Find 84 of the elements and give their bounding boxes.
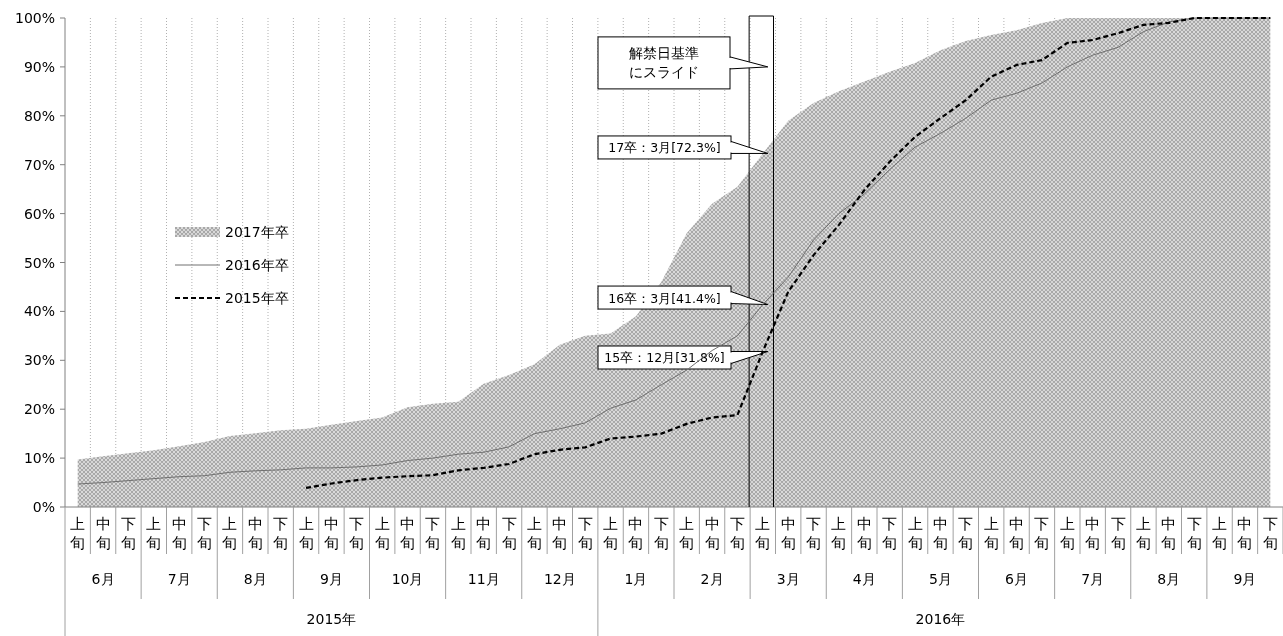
text: 10月 [391,571,424,587]
x-tick-label: 下旬 [882,515,898,552]
x-tick-label: 中旬 [856,515,872,552]
x-tick-label: 中旬 [1161,515,1177,552]
x-tick-label: 中旬 [932,515,948,552]
y-tick-label: 80% [23,107,55,124]
text: 6月 [91,571,115,587]
y-tick-label: 0% [32,499,55,515]
x-tick-label: 下旬 [349,515,365,552]
text: 4月 [852,571,876,587]
text: 8月 [243,571,267,587]
x-tick-label: 中旬 [704,515,720,552]
text: 1月 [624,571,648,587]
x-tick-label: 中旬 [628,515,644,552]
x-tick-label: 下旬 [653,515,669,552]
legend-label: 2017年卒 [225,224,289,240]
annotation: 16卒：3月[41.4%] [608,290,721,306]
y-tick-label: 90% [23,58,55,75]
x-tick-label: 下旬 [425,515,441,552]
text: 11月 [467,571,500,587]
y-tick-label: 50% [23,254,55,271]
x-tick-label: 下旬 [197,515,213,552]
x-tick-label: 上旬 [526,515,542,552]
annotation: 15卒：12月[31.8%] [604,350,725,366]
annotation: 17卒：3月[72.3%] [608,140,721,156]
x-tick-label: 上旬 [907,515,923,552]
text: 2月 [700,571,724,587]
y-tick-label: 10% [23,450,55,467]
x-tick-label: 下旬 [958,515,974,552]
x-tick-label: 上旬 [450,515,466,552]
legend-label: 2016年卒 [225,257,289,273]
y-tick-label: 20% [23,401,55,418]
text: 6月 [1005,571,1029,587]
text: 12月 [543,571,576,587]
y-tick-label: 70% [23,156,55,173]
x-tick-label: 中旬 [95,515,111,552]
x-tick-label: 上旬 [1135,515,1151,552]
x-tick-label: 中旬 [476,515,492,552]
x-tick-label: 中旬 [1237,515,1253,552]
x-tick-label: 中旬 [323,515,339,552]
text: 2015年 [306,611,357,627]
text: 7月 [1081,571,1105,587]
y-tick-label: 100% [14,10,55,26]
x-tick-label: 上旬 [222,515,238,552]
y-tick-label: 40% [23,303,55,320]
x-tick-label: 中旬 [247,515,263,552]
x-tick-label: 中旬 [400,515,416,552]
text: 8月 [1157,571,1181,587]
x-tick-label: 上旬 [603,515,619,552]
x-tick-label: 上旬 [831,515,847,552]
text: 2016年 [915,611,966,627]
x-tick-label: 中旬 [780,515,796,552]
text: 9月 [319,571,343,587]
text: 5月 [928,571,952,587]
x-tick-label: 下旬 [1262,515,1278,552]
y-tick-label: 30% [23,352,55,369]
x-tick-label: 中旬 [552,515,568,552]
x-tick-label: 下旬 [729,515,745,552]
x-tick-label: 中旬 [1009,515,1025,552]
x-tick-label: 上旬 [146,515,162,552]
x-tick-label: 中旬 [171,515,187,552]
x-tick-label: 下旬 [806,515,822,552]
x-tick-label: 中旬 [1085,515,1101,552]
x-tick-label: 下旬 [1186,515,1202,552]
x-tick-label: 上旬 [1059,515,1075,552]
x-tick-label: 上旬 [70,515,86,552]
x-tick-label: 下旬 [273,515,289,552]
x-tick-label: 下旬 [120,515,136,552]
x-tick-label: 下旬 [501,515,517,552]
x-tick-label: 上旬 [983,515,999,552]
x-tick-label: 上旬 [755,515,771,552]
legend-label: 2015年卒 [225,290,289,306]
annotation: 解禁日基準にスライド [628,43,700,82]
text: 3月 [776,571,800,587]
x-tick-label: 上旬 [298,515,314,552]
x-tick-label: 上旬 [679,515,695,552]
x-tick-label: 下旬 [1034,515,1050,552]
text: 9月 [1233,571,1257,587]
x-tick-label: 上旬 [374,515,390,552]
y-tick-label: 60% [23,205,55,222]
x-tick-label: 上旬 [1212,515,1228,552]
text: 7月 [167,571,191,587]
x-tick-label: 下旬 [577,515,593,552]
x-tick-label: 下旬 [1110,515,1126,552]
